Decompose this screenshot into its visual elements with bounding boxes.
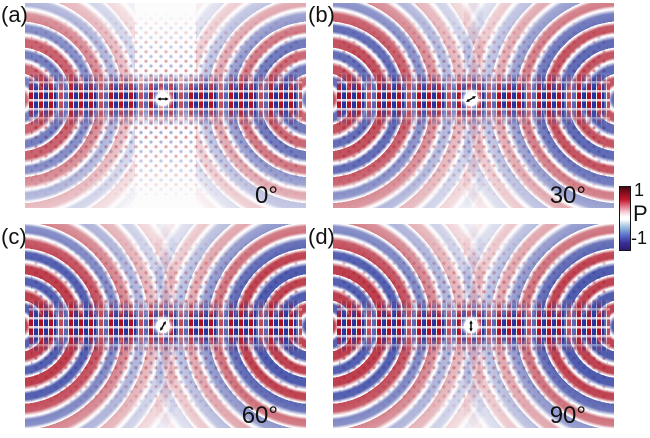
colorbar-title: P <box>633 201 648 226</box>
field-panel-c: 60° <box>25 224 306 428</box>
colorbar-gradient <box>619 186 631 251</box>
panel-tag-b: (b) <box>308 2 335 27</box>
double-arrow-icon <box>156 97 169 102</box>
panel-tag-c: (c) <box>1 224 27 249</box>
colorbar-min-label: -1 <box>631 228 648 248</box>
angle-label: 90° <box>549 402 586 428</box>
angle-label: 30° <box>549 182 586 208</box>
angle-label: 0° <box>255 182 278 208</box>
panel-tag-d: (d) <box>308 224 335 249</box>
dipole-source-marker <box>155 92 170 107</box>
double-arrow-icon <box>159 321 166 331</box>
double-arrow-icon <box>468 320 473 332</box>
colorbar-max-label: 1 <box>634 180 645 200</box>
field-panel-a: 0° <box>25 3 306 208</box>
dipole-source-marker <box>463 92 478 107</box>
dipole-source-marker <box>155 319 170 333</box>
double-arrow-icon <box>465 96 476 103</box>
field-panel-b: 30° <box>333 3 614 208</box>
angle-label: 60° <box>241 402 278 428</box>
field-panel-d: 90° <box>333 224 614 428</box>
panel-tag-a: (a) <box>1 2 28 27</box>
dipole-source-marker <box>463 319 478 333</box>
